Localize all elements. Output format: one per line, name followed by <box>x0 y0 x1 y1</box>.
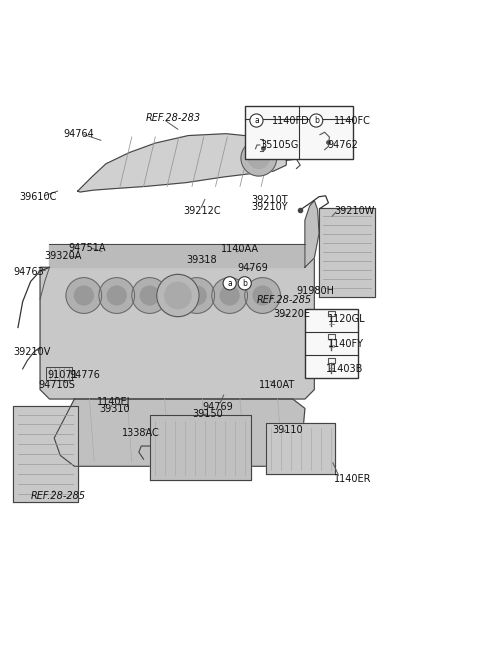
Bar <box>319 208 374 297</box>
Circle shape <box>99 278 134 313</box>
Bar <box>266 424 336 474</box>
Text: 1140ER: 1140ER <box>334 474 372 484</box>
Polygon shape <box>40 258 314 399</box>
Circle shape <box>179 278 215 313</box>
Bar <box>305 309 358 379</box>
Text: 94769: 94769 <box>238 263 268 273</box>
Bar <box>13 406 78 502</box>
Text: 39212C: 39212C <box>183 206 221 216</box>
Text: REF.28-285: REF.28-285 <box>31 491 86 501</box>
Text: REF.28-283: REF.28-283 <box>146 113 201 123</box>
Text: 1140AA: 1140AA <box>221 244 259 254</box>
Circle shape <box>108 286 126 305</box>
Text: a: a <box>254 116 259 125</box>
Circle shape <box>187 286 206 305</box>
Text: 39210V: 39210V <box>13 347 51 357</box>
Text: 91980H: 91980H <box>297 286 335 296</box>
Text: 39210Y: 39210Y <box>252 202 288 212</box>
Circle shape <box>66 278 102 313</box>
Text: 94764: 94764 <box>63 128 95 139</box>
Text: 1338AC: 1338AC <box>121 428 159 438</box>
Text: 39318: 39318 <box>186 255 216 265</box>
Circle shape <box>238 276 252 290</box>
Text: 94763: 94763 <box>13 267 44 277</box>
Circle shape <box>310 114 323 127</box>
Circle shape <box>165 282 191 309</box>
Text: 39210T: 39210T <box>252 195 288 206</box>
Circle shape <box>249 148 269 168</box>
Text: 94776: 94776 <box>70 371 101 381</box>
Text: 94710S: 94710S <box>39 380 75 390</box>
Text: 1140FD: 1140FD <box>272 115 310 126</box>
Text: 35105G: 35105G <box>260 140 299 150</box>
Text: 94751A: 94751A <box>68 242 106 253</box>
Text: 1140EJ: 1140EJ <box>96 397 130 407</box>
Text: b: b <box>314 116 319 125</box>
Text: 1140FY: 1140FY <box>328 339 364 349</box>
Text: 94762: 94762 <box>327 140 358 150</box>
Text: 1120GL: 1120GL <box>328 314 366 324</box>
Text: 39220E: 39220E <box>273 309 310 320</box>
Text: 39310: 39310 <box>99 404 130 415</box>
Text: 1140AT: 1140AT <box>259 380 295 390</box>
Circle shape <box>157 274 199 316</box>
Polygon shape <box>54 399 305 466</box>
Polygon shape <box>305 200 319 267</box>
Polygon shape <box>49 244 305 267</box>
Circle shape <box>140 286 159 305</box>
Text: 39610C: 39610C <box>19 192 56 202</box>
Bar <box>150 415 251 480</box>
Polygon shape <box>78 134 287 192</box>
Text: b: b <box>242 279 247 288</box>
Text: 39110: 39110 <box>272 425 302 435</box>
Text: 39210W: 39210W <box>334 206 374 216</box>
Text: 91071: 91071 <box>47 371 78 381</box>
Circle shape <box>223 276 236 290</box>
Circle shape <box>241 140 276 176</box>
Text: 1140FC: 1140FC <box>334 115 371 126</box>
Text: a: a <box>227 279 232 288</box>
Circle shape <box>250 114 263 127</box>
Circle shape <box>132 278 168 313</box>
Text: 11403B: 11403B <box>325 364 363 374</box>
Bar <box>245 106 353 159</box>
Text: 94769: 94769 <box>203 402 233 411</box>
Circle shape <box>220 286 239 305</box>
Circle shape <box>74 286 93 305</box>
Circle shape <box>245 278 280 313</box>
Text: 39150: 39150 <box>192 409 223 419</box>
Circle shape <box>212 278 248 313</box>
Text: REF.28-285: REF.28-285 <box>256 295 312 305</box>
Text: 39320A: 39320A <box>45 252 82 261</box>
Circle shape <box>253 286 272 305</box>
